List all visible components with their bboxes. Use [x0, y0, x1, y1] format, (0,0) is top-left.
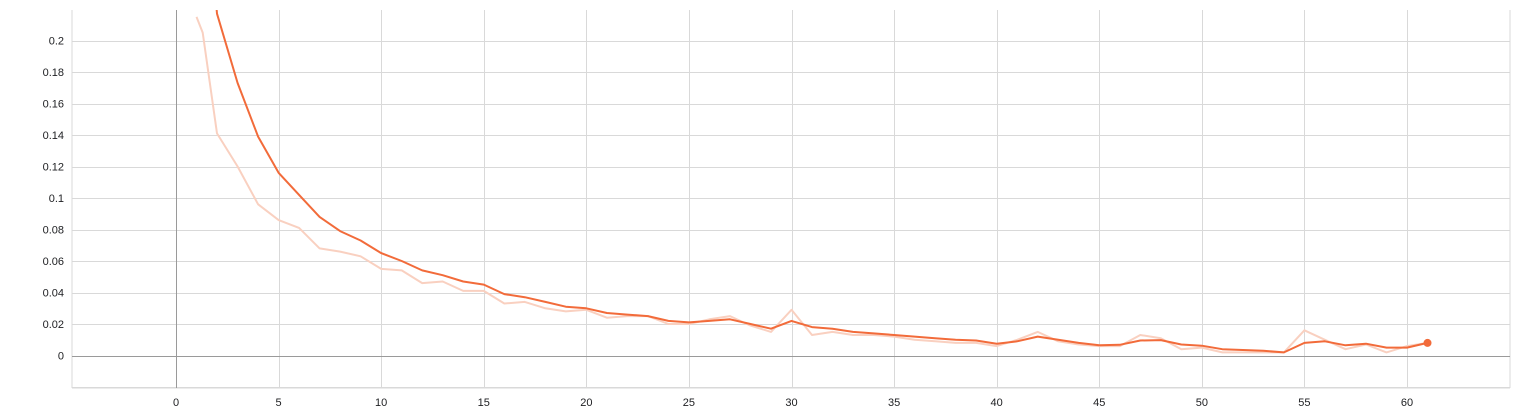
y-tick-label: 0: [58, 351, 64, 363]
x-tick-label: 55: [1298, 397, 1310, 409]
tick-label-layer: 0 0.02 0.04 0.06 0.08 0.1 0.12 0.14 0.16 0.18 0.2 0…: [43, 36, 1414, 410]
y-tick-label: 0.08: [43, 225, 64, 237]
x-tick-label: 40: [991, 397, 1003, 409]
y-tick-label: 0.06: [43, 256, 64, 268]
x-tick-label: 35: [888, 397, 900, 409]
x-tick-label: 5: [276, 397, 282, 409]
x-tick-label: 10: [375, 397, 387, 409]
series-layer: [195, 10, 1428, 354]
y-tick-label: 0.2: [49, 36, 64, 48]
axis-layer: [72, 10, 1510, 388]
y-tick-label: 0.1: [49, 193, 64, 205]
y-tick-label: 0.12: [43, 162, 64, 174]
y-tick-label: 0.18: [43, 67, 64, 79]
x-tick-label: 60: [1401, 397, 1413, 409]
x-tick-label: 50: [1196, 397, 1208, 409]
y-tick-label: 0.04: [43, 288, 64, 300]
y-tick-label: 0.16: [43, 99, 64, 111]
grid-layer: [71, 10, 1511, 389]
y-tick-label: 0.14: [43, 130, 64, 142]
smoothed-series-line: [215, 10, 1428, 354]
raw-series-line: [195, 16, 1428, 354]
x-tick-label: 15: [478, 397, 490, 409]
x-tick-label: 20: [580, 397, 592, 409]
x-tick-label: 25: [683, 397, 695, 409]
x-tick-label: 45: [1093, 397, 1105, 409]
y-tick-label: 0.02: [43, 319, 64, 331]
x-tick-label: 30: [785, 397, 797, 409]
x-tick-label: 0: [173, 397, 179, 409]
last-point-marker: [1423, 338, 1432, 347]
